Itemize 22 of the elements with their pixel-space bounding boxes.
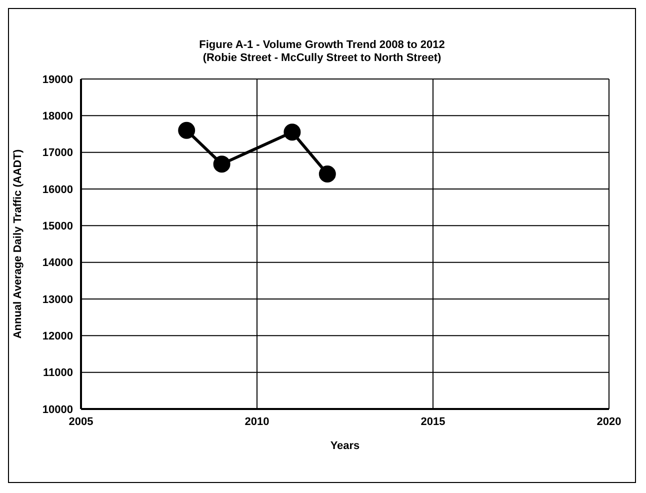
x-tick-label: 2005 xyxy=(68,416,94,428)
y-tick-label: 14000 xyxy=(42,257,73,270)
y-tick-label: 10000 xyxy=(42,404,73,416)
y-tick-label: 12000 xyxy=(42,330,73,343)
y-tick-label: 17000 xyxy=(42,147,73,160)
point xyxy=(318,165,336,182)
point xyxy=(284,124,301,141)
chart-subtitle: (Robie Street - McCully Street to North Street) xyxy=(202,52,442,65)
point xyxy=(178,122,196,139)
y-tick-label: 16000 xyxy=(42,184,73,196)
x-axis-title: Years xyxy=(330,440,360,452)
x-tick-label: 2010 xyxy=(244,416,270,428)
chart-title: Figure A-1 - Volume Growth Trend 2008 to 2012 xyxy=(198,39,446,52)
y-tick-label: 13000 xyxy=(42,294,73,306)
point xyxy=(213,156,230,173)
x-tick-label: 2020 xyxy=(596,416,622,428)
y-tick-label: 18000 xyxy=(42,110,73,123)
y-tick-label: 19000 xyxy=(42,74,73,86)
y-axis-title: Annual Average Daily Traffic (AADT) xyxy=(12,149,24,339)
y-tick-label: 11000 xyxy=(43,367,73,380)
x-tick-label: 2015 xyxy=(420,416,446,428)
y-tick-label: 15000 xyxy=(42,220,73,233)
